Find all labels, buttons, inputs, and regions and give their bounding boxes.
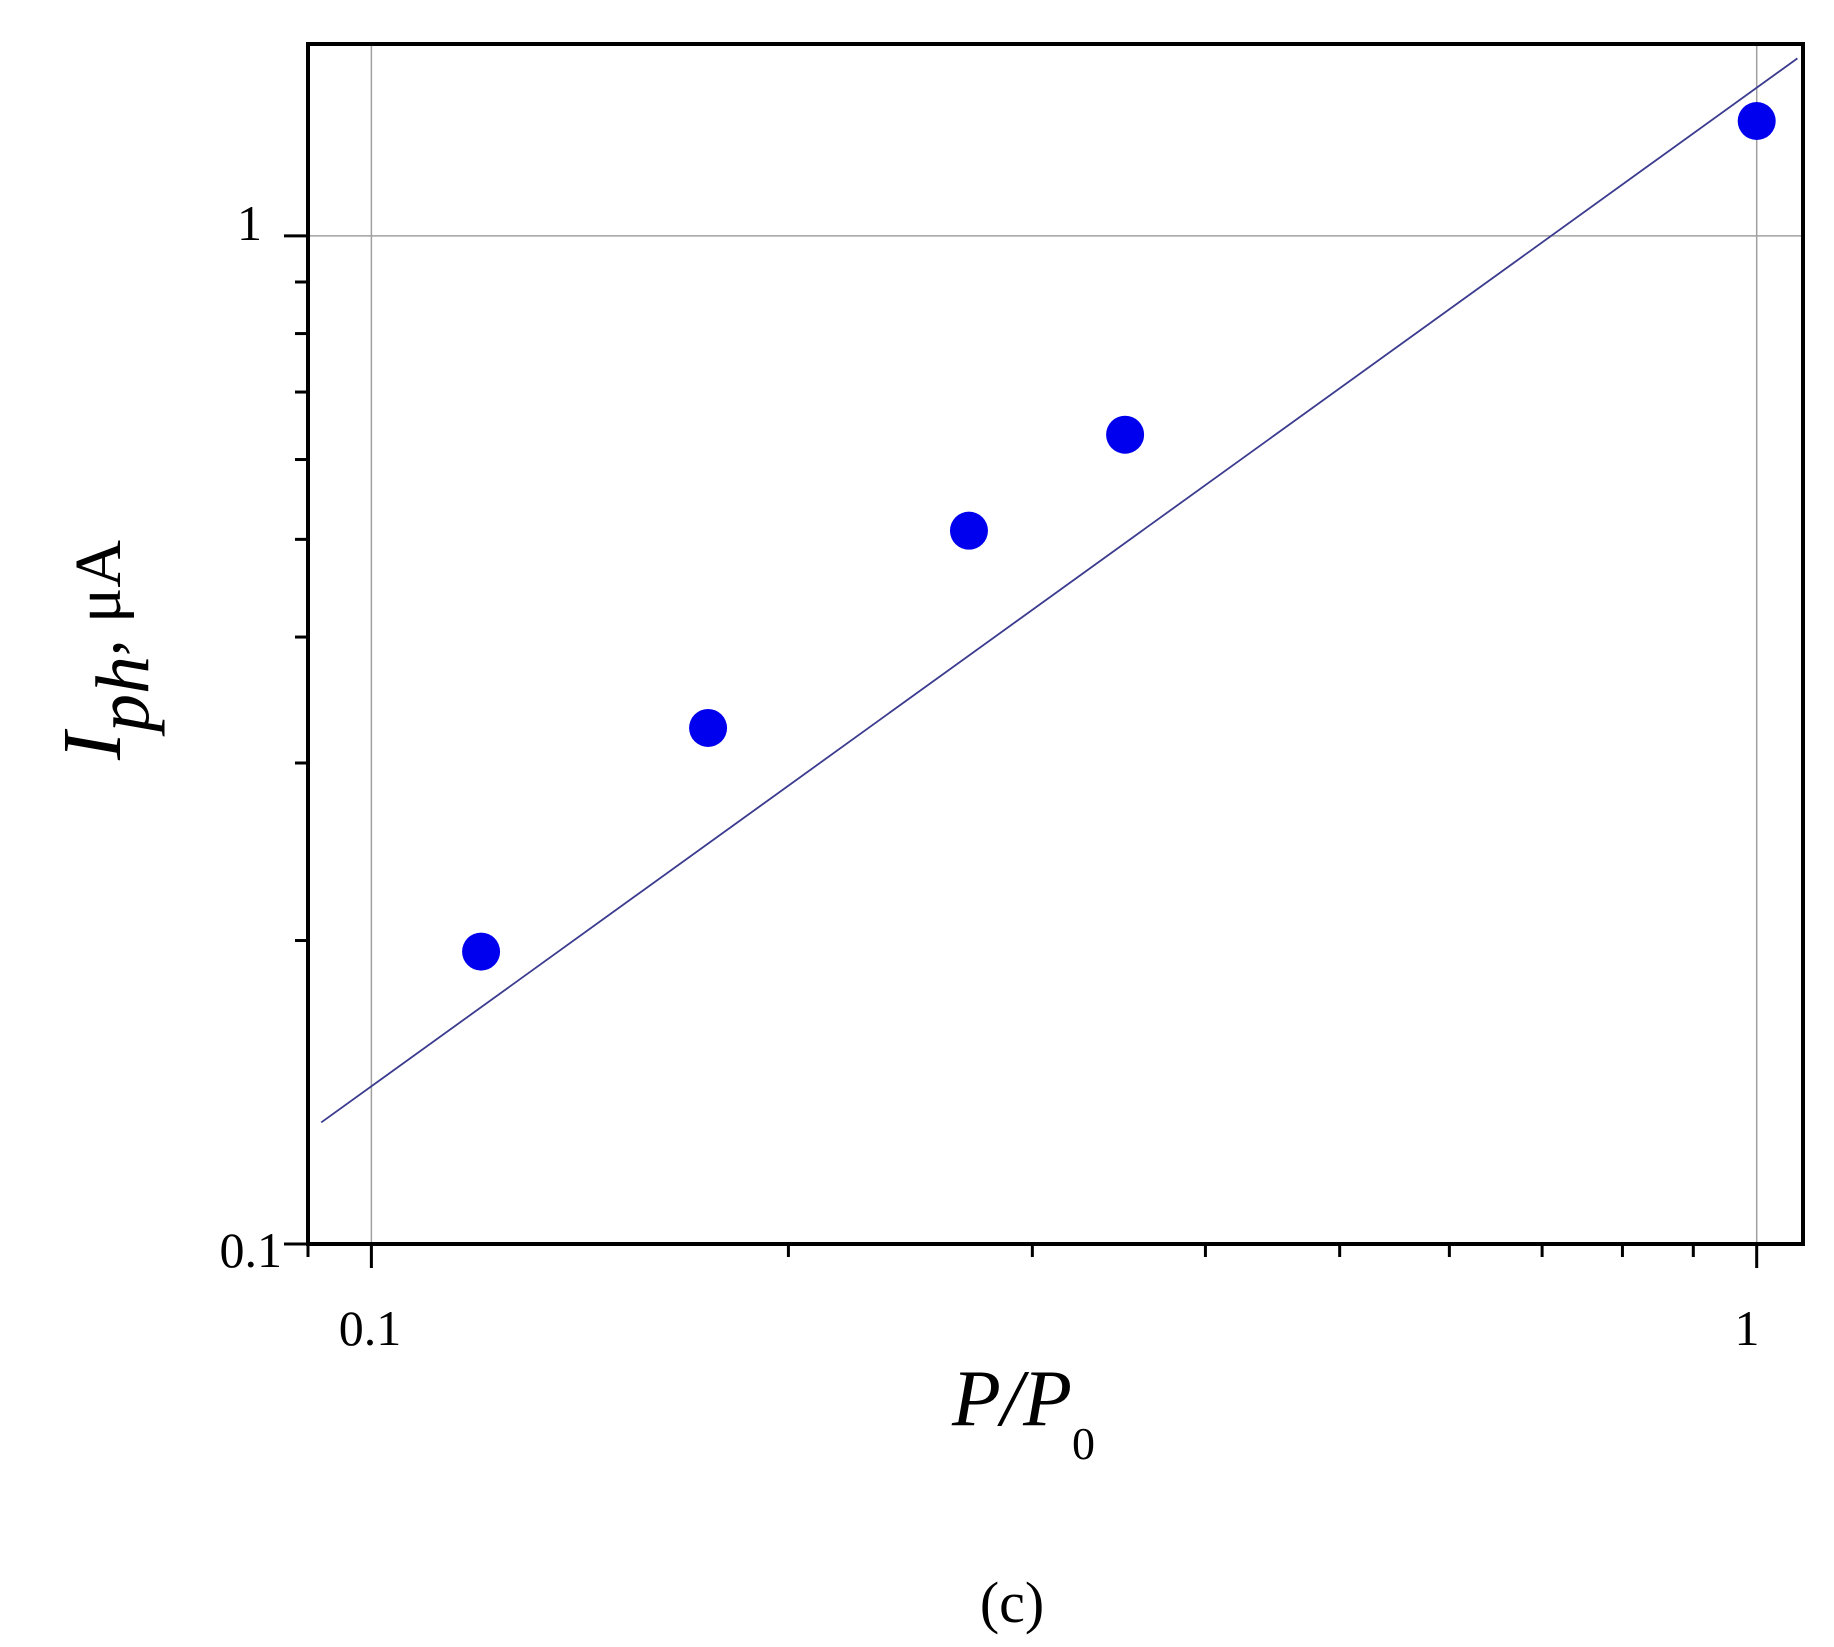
x-axis-title: P/P0 [951, 1355, 1095, 1469]
y-tick-label-1: 1 [237, 195, 262, 251]
y-axis-title-unit: , μA [62, 540, 135, 656]
panel-label: (c) [980, 1570, 1044, 1635]
data-point [462, 932, 501, 971]
plot-frame [306, 42, 1805, 1246]
data-point [949, 511, 988, 550]
x-tick-label-1: 1 [1735, 1300, 1760, 1356]
y-axis-title-main: I [46, 728, 139, 761]
x-axis-title-main: P/P [951, 1355, 1072, 1443]
data-point [1106, 415, 1145, 454]
x-tick-label-0-1: 0.1 [339, 1300, 402, 1356]
x-axis-title-sub: 0 [1072, 1418, 1095, 1469]
y-axis-title-sub: ph [81, 656, 165, 737]
fit-line [320, 57, 1798, 1124]
y-tick-label-0-1: 0.1 [220, 1222, 283, 1278]
data-point [1737, 102, 1776, 141]
data-series [320, 57, 1798, 1124]
axis-ticks [284, 234, 1759, 1268]
grid-lines [308, 44, 1803, 1244]
y-axis-title: Iph, μA [46, 540, 165, 761]
data-point [689, 708, 728, 747]
